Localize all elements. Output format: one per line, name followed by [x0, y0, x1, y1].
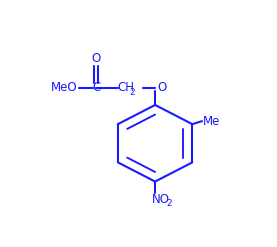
Text: 2: 2	[167, 199, 172, 208]
Text: C: C	[93, 81, 101, 94]
Text: 2: 2	[129, 88, 135, 97]
Text: O: O	[157, 81, 166, 94]
Text: Me: Me	[203, 115, 220, 128]
Text: O: O	[91, 52, 101, 64]
Text: MeO: MeO	[51, 81, 78, 94]
Text: CH: CH	[118, 81, 135, 94]
Text: NO: NO	[152, 193, 170, 206]
